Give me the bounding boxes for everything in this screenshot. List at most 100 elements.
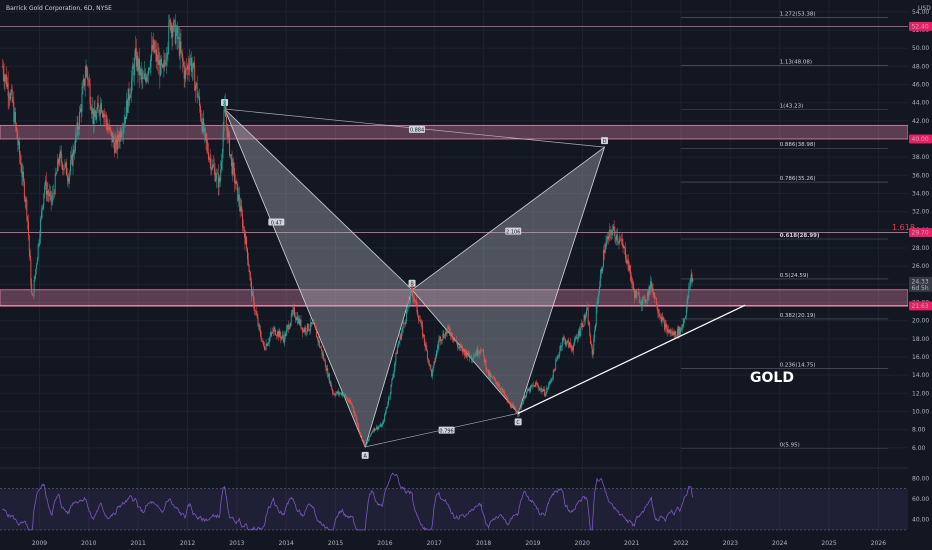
candle-body	[386, 406, 388, 410]
candle-body	[150, 55, 152, 68]
candle-body	[578, 330, 580, 336]
candle-body	[83, 78, 85, 87]
time-tick-label: 2023	[723, 540, 738, 547]
candle-body	[343, 395, 345, 396]
candle-body	[633, 283, 635, 291]
candle-body	[563, 337, 565, 339]
candle-body	[154, 50, 156, 52]
candle-body	[487, 369, 489, 371]
price-tag-sublabel: 6d 5h	[912, 285, 929, 292]
candle-body	[53, 192, 55, 194]
candle-body	[405, 320, 407, 324]
candle-body	[96, 103, 98, 112]
candle-body	[577, 330, 579, 339]
candle-body	[252, 291, 254, 297]
candle-body	[71, 154, 73, 166]
candle-body	[549, 381, 551, 382]
candle-body	[607, 236, 609, 240]
candle-body	[483, 350, 484, 356]
candle-body	[312, 322, 314, 324]
candle-body	[325, 367, 327, 371]
candle-body	[632, 282, 634, 284]
candle-body	[126, 100, 128, 113]
candle-body	[622, 243, 624, 248]
candle-body	[195, 85, 196, 91]
candle-body	[309, 328, 311, 331]
candle-body	[453, 339, 454, 341]
candle-body	[421, 322, 423, 326]
price-tag-label: 24.33	[912, 278, 929, 285]
candle-body	[667, 329, 669, 333]
fib-level-label: 1.13(48.08)	[780, 60, 812, 66]
candle-body	[264, 349, 266, 350]
candle-body	[535, 382, 537, 384]
candle-body	[395, 352, 397, 362]
candle-body	[646, 299, 648, 302]
candle-body	[56, 171, 58, 174]
candle-body	[316, 336, 318, 338]
candle-body	[398, 341, 400, 344]
candle-body	[43, 193, 45, 205]
candle-body	[663, 318, 665, 321]
candle-body	[27, 221, 29, 236]
candle-body	[401, 332, 403, 339]
trendline[interactable]	[517, 304, 746, 414]
candle-body	[108, 128, 110, 131]
candle-body	[286, 326, 288, 330]
candle-body	[543, 389, 544, 391]
candle-body	[615, 237, 617, 241]
candle-body	[225, 116, 227, 124]
candle-body	[339, 393, 341, 395]
candle-body	[200, 117, 202, 122]
candle-body	[129, 97, 131, 100]
candle-body	[643, 297, 645, 298]
candle-body	[70, 160, 72, 172]
candle-body	[166, 55, 168, 59]
candle-body	[290, 313, 292, 323]
candle-body	[212, 164, 214, 169]
candle-body	[206, 140, 208, 144]
candle-body	[560, 345, 562, 351]
time-tick-label: 2012	[180, 540, 195, 547]
candle-body	[540, 388, 542, 390]
candle-body	[676, 335, 678, 337]
candle-body	[597, 300, 599, 303]
candle-body	[22, 171, 24, 178]
candle-body	[630, 274, 632, 282]
candle-body	[581, 323, 583, 327]
candle-body	[684, 318, 686, 320]
candle-body	[573, 339, 575, 346]
candle-body	[573, 345, 575, 351]
candle-body	[281, 336, 282, 339]
candle-body	[17, 138, 19, 146]
candle-body	[159, 60, 161, 76]
candle-body	[669, 329, 671, 334]
candle-body	[7, 82, 9, 97]
candle-body	[495, 378, 497, 382]
candle-body	[348, 400, 350, 402]
time-tick-label: 2022	[673, 540, 688, 547]
candle-body	[423, 334, 425, 343]
candle-body	[558, 354, 560, 356]
candle-body	[165, 58, 167, 65]
candle-body	[20, 162, 22, 172]
candle-body	[222, 131, 224, 152]
candle-body	[139, 68, 141, 76]
candle-body	[603, 250, 605, 267]
candle-body	[572, 349, 574, 351]
candle-body	[544, 395, 546, 396]
time-tick-label: 2011	[131, 540, 146, 547]
candle-body	[217, 172, 219, 188]
candle-body	[428, 360, 430, 366]
candle-body	[350, 400, 351, 404]
candle-body	[469, 355, 471, 358]
candle-body	[442, 333, 444, 340]
candle-body	[35, 269, 37, 277]
candle-body	[172, 30, 174, 38]
candle-body	[307, 323, 308, 332]
candle-body	[294, 307, 295, 317]
candle-body	[484, 360, 486, 362]
candle-body	[444, 332, 446, 338]
